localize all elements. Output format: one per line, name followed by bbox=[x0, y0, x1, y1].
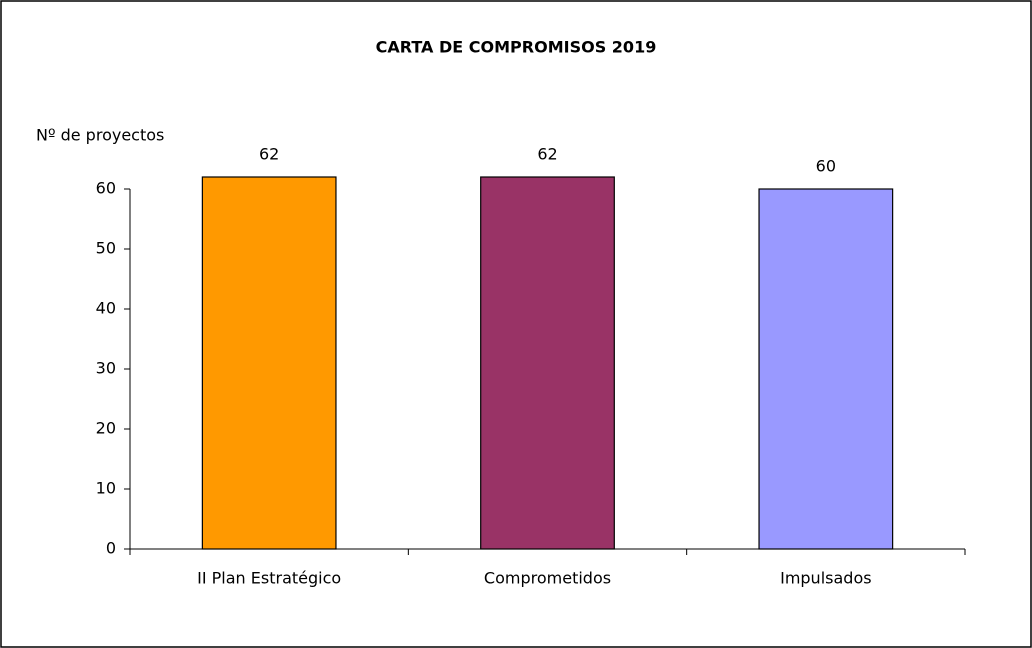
y-tick-label: 40 bbox=[96, 299, 116, 318]
x-tick-label: Comprometidos bbox=[484, 569, 611, 588]
data-label: 60 bbox=[816, 157, 836, 176]
y-tick-label: 0 bbox=[106, 539, 116, 558]
data-label: 62 bbox=[537, 145, 557, 164]
bar bbox=[480, 176, 615, 550]
x-tick-label: II Plan Estratégico bbox=[197, 569, 341, 588]
chart-title: CARTA DE COMPROMISOS 2019 bbox=[376, 38, 657, 57]
y-tick-label: 30 bbox=[96, 359, 116, 378]
y-tick-label: 10 bbox=[96, 479, 116, 498]
data-label: 62 bbox=[259, 145, 279, 164]
y-tick-label: 50 bbox=[96, 239, 116, 258]
bar bbox=[758, 188, 894, 550]
y-tick-label: 20 bbox=[96, 419, 116, 438]
y-axis-label: Nº de proyectos bbox=[36, 126, 164, 145]
x-tick-label: Impulsados bbox=[780, 569, 871, 588]
bar bbox=[201, 176, 337, 550]
y-tick-label: 60 bbox=[96, 179, 116, 198]
